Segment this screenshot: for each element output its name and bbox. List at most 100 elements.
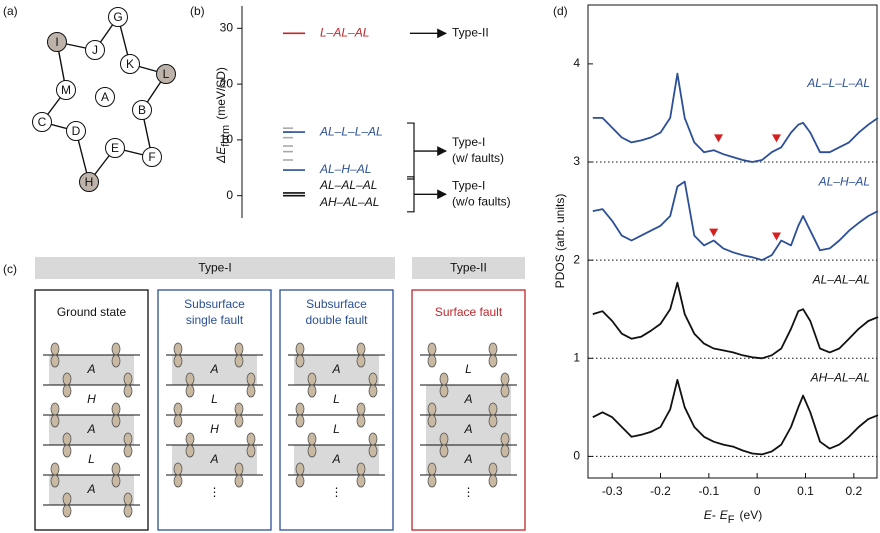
atom xyxy=(356,474,366,488)
series-label: AL–L–L–AL xyxy=(806,76,870,90)
box-title: Ground state xyxy=(57,305,127,319)
atom xyxy=(111,354,121,368)
x-axis-label-part: (eV) xyxy=(740,508,763,522)
node-label: B xyxy=(138,103,146,117)
atom xyxy=(356,354,366,368)
y-tick-label: 1 xyxy=(573,350,580,364)
group-title: Type-I xyxy=(198,261,231,275)
atom xyxy=(234,462,244,476)
box xyxy=(157,289,272,531)
atom xyxy=(427,474,437,488)
atom xyxy=(439,384,449,398)
atom xyxy=(62,504,72,518)
y-axis-label: ΔEform (meV/SD) xyxy=(214,67,232,164)
marker xyxy=(772,232,781,241)
atom xyxy=(307,372,317,386)
atom xyxy=(356,342,366,356)
layer-label: A xyxy=(86,422,95,436)
node-label: C xyxy=(38,115,47,129)
atom xyxy=(500,372,510,386)
atom xyxy=(295,402,305,416)
node xyxy=(156,64,176,84)
bracket xyxy=(407,176,415,213)
layer-label: H xyxy=(210,422,219,436)
node-label: M xyxy=(61,83,71,97)
x-tick-label: -0.2 xyxy=(650,484,671,498)
x-axis-label-part: E xyxy=(720,508,729,522)
level-label: L–AL–AL xyxy=(320,26,369,40)
atom xyxy=(356,414,366,428)
node xyxy=(47,32,67,52)
layer-label: A xyxy=(331,362,340,376)
level-label: AL–L–L–AL xyxy=(319,124,383,138)
atom xyxy=(488,342,498,356)
layer-label: A xyxy=(463,392,472,406)
box xyxy=(411,289,526,531)
continuation: ⋮ xyxy=(209,485,221,499)
pdos-line xyxy=(592,180,879,261)
x-axis-label-sub: F xyxy=(728,514,735,526)
group-label: Type-I xyxy=(452,178,485,192)
y-tick-label: 4 xyxy=(573,56,580,70)
layer-label: A xyxy=(463,422,472,436)
atom xyxy=(185,384,195,398)
atom xyxy=(50,402,60,416)
series-label: AL–AL–AL xyxy=(812,272,870,286)
box-title: single fault xyxy=(186,313,244,327)
node-label: E xyxy=(111,141,119,155)
y-axis-label-sub: form xyxy=(220,125,232,147)
atom xyxy=(488,402,498,416)
x-axis-label-part: E- xyxy=(704,508,716,522)
atom xyxy=(234,402,244,416)
atom xyxy=(368,384,378,398)
atom xyxy=(234,354,244,368)
atom xyxy=(173,354,183,368)
atom xyxy=(500,384,510,398)
node xyxy=(120,54,140,74)
y-tick-label: 0 xyxy=(226,188,233,202)
atom xyxy=(62,372,72,386)
bracket xyxy=(407,122,415,180)
series-label: AL–H–AL xyxy=(818,174,870,188)
atom xyxy=(50,414,60,428)
atom xyxy=(173,342,183,356)
pdos-line xyxy=(592,72,879,163)
level-label: AL–AL–AL xyxy=(319,178,377,192)
y-axis-label-part: (meV/SD) xyxy=(214,67,228,120)
atom xyxy=(173,474,183,488)
atom xyxy=(295,354,305,368)
box-title: Subsurface xyxy=(184,297,245,311)
box-title: Surface fault xyxy=(435,305,503,319)
layer-label: L xyxy=(465,362,472,376)
layer-label: L xyxy=(333,422,340,436)
atom xyxy=(50,354,60,368)
marker xyxy=(709,228,719,237)
node-label: D xyxy=(72,124,81,138)
atom xyxy=(356,462,366,476)
atom xyxy=(173,414,183,428)
series-label: AH–AL–AL xyxy=(810,371,870,385)
node-label: G xyxy=(113,10,122,24)
atom xyxy=(427,354,437,368)
group-title: Type-II xyxy=(450,261,487,275)
atom xyxy=(234,474,244,488)
box xyxy=(34,289,149,531)
group-label: (w/ faults) xyxy=(452,151,504,165)
layer-label: A xyxy=(86,482,95,496)
atom xyxy=(62,492,72,506)
atom xyxy=(295,414,305,428)
atom xyxy=(307,444,317,458)
x-axis-label: E- EF (eV) xyxy=(704,508,762,526)
atom xyxy=(307,432,317,446)
atom xyxy=(500,432,510,446)
node-label: H xyxy=(85,175,94,189)
atom xyxy=(427,402,437,416)
panel-label: (c) xyxy=(3,262,17,276)
atom xyxy=(62,444,72,458)
atom xyxy=(111,414,121,428)
group-bar xyxy=(412,257,525,279)
x-tick-label: 0.1 xyxy=(797,484,814,498)
x-tick-label: -0.3 xyxy=(602,484,623,498)
x-tick-label: 0 xyxy=(754,484,761,498)
layer-label: H xyxy=(87,392,96,406)
